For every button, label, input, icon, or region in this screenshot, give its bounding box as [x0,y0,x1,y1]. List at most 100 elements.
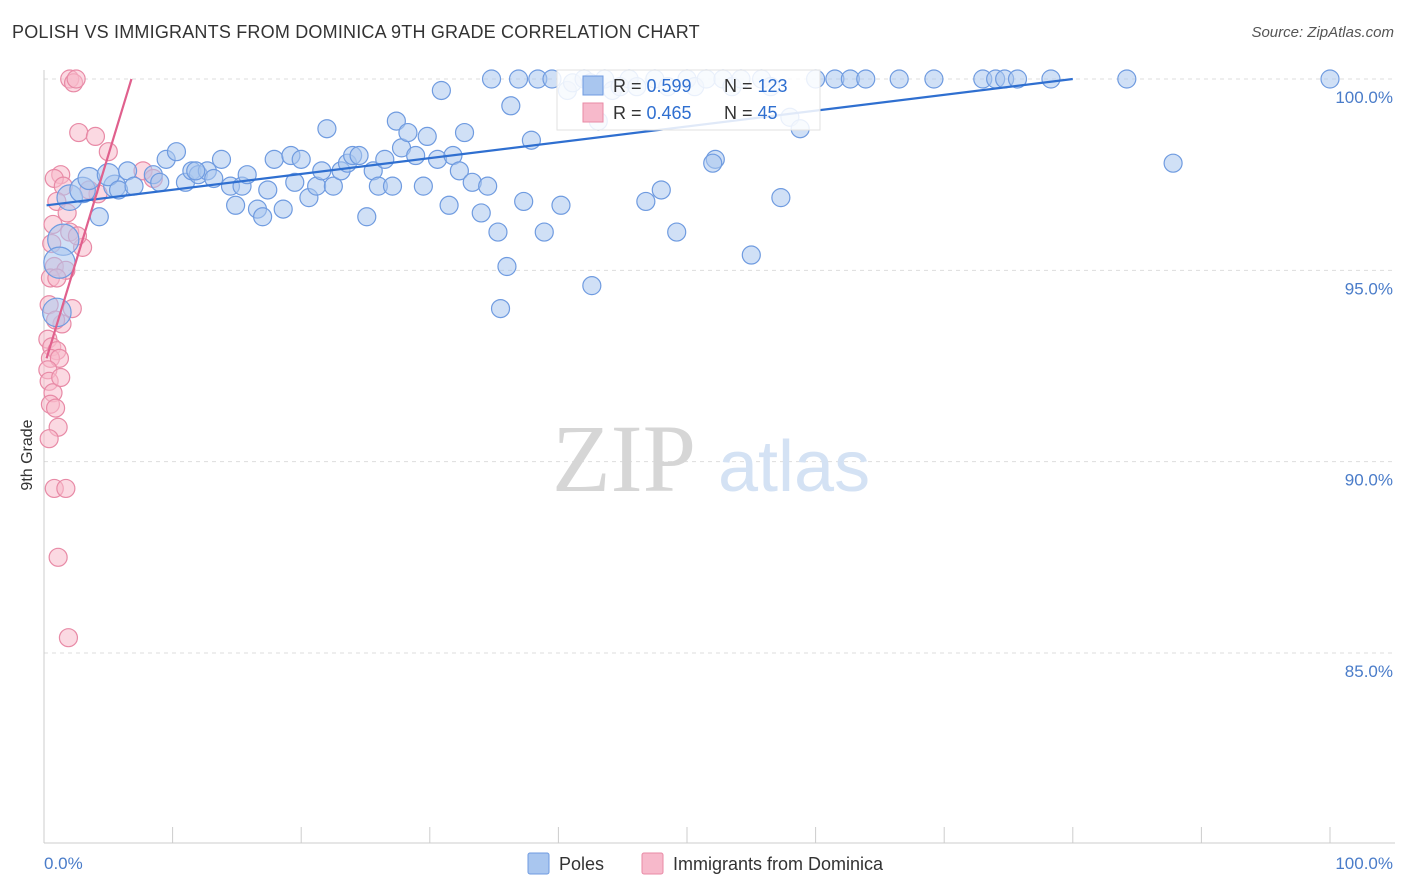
poles-point-99 [771,188,791,208]
correlation-legend: R = 0.599 N = 123 R = 0.465 N = 45 [556,69,821,131]
poles-point-86 [651,180,671,200]
legend-n-label-2: N = [724,103,758,123]
svg-text:N = 45: N = 45 [724,103,778,123]
poles-point-114 [1163,153,1183,173]
x-tick-label-1: 100.0% [1335,854,1393,873]
poles-point-5 [77,166,101,191]
y-tick-label-1: 95.0% [1345,279,1393,298]
bottom-legend-swatch-poles [527,852,550,875]
poles-point-51 [417,126,437,146]
poles-point-84 [636,191,656,212]
series-dominica-points [38,69,163,648]
legend-n-value-1: 123 [758,76,788,96]
poles-point-31 [291,149,311,169]
poles-point-56 [449,161,469,181]
poles-point-53 [431,80,451,101]
legend-n-value-2: 45 [758,103,778,123]
poles-point-44 [375,149,395,169]
legend-r-value-2: 0.465 [647,103,692,123]
poles-point-30 [285,172,305,192]
poles-point-60 [478,176,498,196]
poles-point-112 [1041,69,1061,89]
poles-point-26 [258,180,278,200]
bottom-legend-label-dominica: Immigrants from Dominica [673,854,884,874]
bottom-legend-label-poles: Poles [559,854,604,874]
legend-swatch-poles [582,75,604,96]
poles-point-119 [150,172,170,192]
y-tick-label-2: 90.0% [1345,471,1393,490]
poles-point-65 [508,69,529,89]
poles-point-48 [398,122,418,143]
poles-point-21 [226,195,246,215]
poles-point-9 [89,207,109,227]
poles-point-54 [439,195,459,215]
poles-point-18 [204,168,224,189]
poles-point-25 [253,207,273,227]
legend-n-label-1: N = [724,76,758,96]
poles-point-27 [264,149,284,169]
poles-point-40 [349,145,369,166]
legend-r-label-1: R = [613,76,647,96]
poles-point-49 [406,145,426,166]
poles-point-41 [357,207,377,227]
poles-point-46 [386,111,406,131]
watermark-atlas: atlas [718,427,870,507]
svg-text:R = 0.599: R = 0.599 [613,76,692,96]
poles-point-28 [273,199,293,219]
poles-point-96 [741,245,761,265]
poles-point-1 [43,246,76,279]
dominica-point-43 [51,367,71,388]
poles-point-36 [323,176,343,196]
poles-point-45 [382,176,403,196]
y-tick-label-0: 100.0% [1335,88,1393,107]
y-tick-label-3: 85.0% [1345,662,1393,681]
poles-point-106 [889,69,909,89]
dominica-point-34 [39,429,59,449]
svg-text:N = 123: N = 123 [724,76,788,96]
bottom-legend-swatch-dominica [641,852,664,875]
poles-point-71 [551,195,571,215]
dominica-point-37 [48,547,68,567]
poles-point-113 [1117,69,1137,89]
legend-swatch-dominica [582,102,604,123]
axes [43,70,1395,844]
dominica-point-2 [66,69,86,89]
poles-point-117 [186,161,206,181]
trend-lines [45,77,1073,359]
dominica-point-3 [69,122,89,143]
watermark-zip: ZIP [552,405,696,512]
poles-point-79 [582,276,602,296]
poles-point-111 [1007,69,1028,89]
poles-point-116 [703,153,723,173]
poles-point-88 [667,222,687,242]
x-tick-label-0: 0.0% [44,854,83,873]
tick-labels: 100.0% 95.0% 90.0% 85.0% 0.0% 100.0% [44,88,1393,873]
dominica-point-38 [58,628,79,648]
svg-text:R = 0.465: R = 0.465 [613,103,692,123]
trend-line-dominica [45,78,133,359]
dominica-point-36 [56,478,76,499]
poles-point-115 [1320,69,1340,89]
poles-point-57 [454,122,475,143]
poles-point-62 [488,222,508,242]
poles-point-50 [413,176,433,196]
poles-point-64 [501,96,521,116]
poles-point-35 [317,119,337,139]
poles-point-19 [211,149,232,169]
chart-source: Source: ZipAtlas.com [1251,24,1394,41]
poles-point-63 [497,256,517,277]
legend-r-label-2: R = [613,103,647,123]
poles-point-59 [471,203,491,223]
poles-point-80 [490,299,511,319]
poles-point-107 [924,69,944,89]
poles-point-66 [514,191,534,212]
series-legend: Poles Immigrants from Dominica [527,852,884,875]
dominica-point-4 [85,126,106,146]
legend-r-value-1: 0.599 [647,76,692,96]
poles-point-105 [856,69,876,89]
dominica-point-32 [45,398,66,418]
trend-line-poles [46,77,1073,207]
watermark: ZIP atlas [552,405,870,512]
chart-title: POLISH VS IMMIGRANTS FROM DOMINICA 9TH G… [12,22,700,42]
